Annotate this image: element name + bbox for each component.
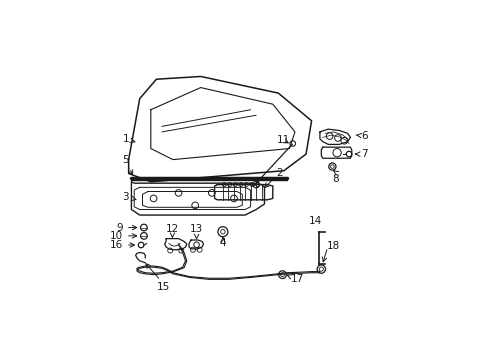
Text: 11: 11 [276, 135, 289, 145]
Text: 10: 10 [110, 231, 137, 241]
Text: 8: 8 [332, 174, 339, 184]
Text: 5: 5 [122, 155, 132, 175]
Text: 17: 17 [287, 274, 304, 284]
Text: 7: 7 [355, 149, 367, 159]
Text: 2: 2 [264, 168, 282, 188]
Text: 18: 18 [326, 240, 339, 251]
Text: 15: 15 [156, 282, 169, 292]
Text: 6: 6 [355, 131, 367, 141]
Text: 9: 9 [116, 222, 137, 233]
Text: 16: 16 [110, 240, 134, 250]
Text: 13: 13 [189, 224, 203, 234]
Text: 3: 3 [122, 192, 136, 202]
Text: 1: 1 [122, 134, 135, 144]
Text: 4: 4 [219, 238, 226, 248]
Text: 12: 12 [165, 224, 179, 234]
Text: 14: 14 [308, 216, 322, 226]
